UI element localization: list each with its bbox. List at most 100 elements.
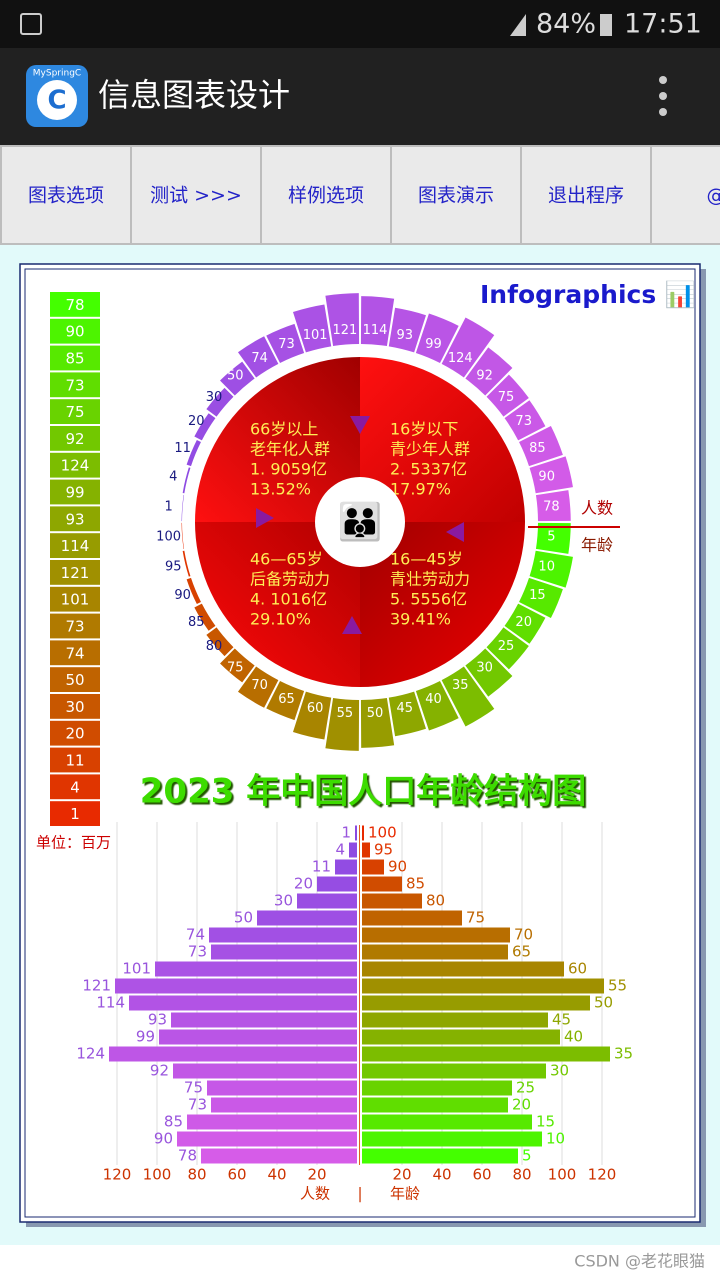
menu-button[interactable] [392, 147, 520, 243]
legend-swatch [50, 292, 100, 317]
legend-value: 20 [65, 725, 84, 743]
quadrant-group: 青壮劳动力 [390, 570, 470, 589]
app-title: 信息图表设计 [98, 76, 290, 114]
menu-button[interactable] [522, 147, 650, 243]
menu-label[interactable]: 测试 >>> [150, 185, 242, 207]
age-label: 80 [426, 892, 445, 910]
quadrant-ages: 66岁以上 [250, 420, 318, 439]
menu-label[interactable]: 图表演示 [418, 185, 494, 207]
count-ring-label: 11 [174, 441, 191, 456]
quadrant-share: 13.52% [250, 480, 311, 499]
count-label: 121 [82, 977, 111, 995]
count-ring-bar [415, 313, 459, 363]
pie-quadrant [360, 357, 525, 522]
overflow-menu[interactable] [659, 92, 667, 100]
x-tick-label: 80 [512, 1166, 531, 1184]
count-label: 75 [184, 1079, 203, 1097]
legend-value: 78 [65, 296, 84, 314]
count-ring-bar [388, 307, 426, 353]
count-ring-bar [237, 336, 279, 378]
count-ring-label: 50 [227, 369, 244, 384]
age-ring-bar [182, 550, 191, 577]
quadrant-share: 29.10% [250, 610, 311, 629]
legend-value: 30 [65, 698, 84, 716]
menu-button[interactable] [132, 147, 260, 243]
age-bar [362, 1029, 560, 1045]
chart-title: 2023 年中国人口年龄结构图 [140, 772, 586, 812]
pie-hub [315, 477, 405, 567]
legend-value: 114 [61, 537, 90, 555]
legend-swatch [50, 345, 100, 371]
x-tick-label: 20 [307, 1166, 326, 1184]
overflow-menu[interactable] [659, 76, 667, 84]
age-ring-label: 40 [425, 692, 442, 707]
age-label: 75 [466, 909, 485, 927]
menu: 图表选项 测试 >>> 样例选项 图表演示 退出程序 @ [2, 147, 720, 243]
count-bar [207, 1080, 357, 1096]
age-bar [362, 944, 508, 960]
count-bar [211, 944, 357, 960]
count-ring-bar [292, 304, 332, 353]
app-bar [0, 48, 720, 145]
count-label: 1 [341, 824, 351, 842]
menu-button[interactable] [652, 147, 720, 243]
age-ring-bar [529, 550, 573, 588]
age-bar [362, 978, 604, 994]
count-ring-label: 1 [164, 499, 172, 514]
age-ring-bar [441, 666, 495, 727]
legend-value: 74 [65, 644, 84, 662]
count-label: 114 [96, 994, 125, 1012]
age-bar [362, 825, 364, 841]
count-ring-bar [535, 490, 571, 522]
count-ring-bar [486, 374, 529, 417]
menu-button[interactable] [262, 147, 390, 243]
signal-icon [510, 14, 526, 36]
count-label: 4 [335, 841, 345, 859]
legend-value: 90 [65, 323, 84, 341]
age-label: 50 [594, 994, 613, 1012]
x-tick-label: 100 [143, 1166, 172, 1184]
count-ring-label: 121 [333, 323, 358, 338]
pie-pointer [350, 416, 370, 434]
age-ring-bar [266, 681, 305, 721]
age-label: 55 [608, 977, 627, 995]
legend-swatch [50, 318, 100, 344]
pie-quadrant [195, 522, 360, 687]
count-bar [201, 1148, 357, 1164]
count-bar [159, 1029, 357, 1045]
count-ring-bar [266, 323, 305, 363]
age-bar [362, 859, 384, 875]
age-ring-label: 70 [251, 678, 268, 693]
count-ring-bar [465, 347, 513, 396]
footer-bg [0, 1245, 720, 1280]
age-bar [362, 876, 402, 892]
age-ring-label: 60 [307, 701, 324, 716]
menu-label[interactable]: 退出程序 [548, 185, 624, 207]
count-bar [129, 995, 357, 1011]
age-bar [362, 1063, 546, 1079]
quadrant-population: 1. 9059亿 [250, 460, 327, 479]
age-bar [362, 1148, 518, 1164]
menu-label[interactable]: 样例选项 [288, 185, 364, 207]
watermark: CSDN @老花眼猫 [574, 1252, 705, 1271]
overflow-menu[interactable] [659, 108, 667, 116]
quadrant-group: 后备劳动力 [250, 570, 330, 589]
count-ring-label: 124 [448, 351, 473, 366]
age-ring-bar [206, 627, 234, 657]
quadrant-group: 青少年人群 [390, 440, 470, 459]
count-bar [171, 1012, 357, 1028]
menu-label[interactable]: 图表选项 [28, 185, 104, 207]
age-ring-bar [415, 681, 459, 731]
age-ring-label: 90 [174, 588, 191, 603]
menu-button[interactable] [2, 147, 130, 243]
legend-swatch [50, 479, 100, 505]
menu-label[interactable]: @ [707, 185, 720, 207]
x-tick-label: 120 [588, 1166, 617, 1184]
legend-swatch [50, 720, 100, 746]
legend-swatch [50, 640, 100, 666]
age-label: 90 [388, 858, 407, 876]
count-label: 11 [312, 858, 331, 876]
count-bar [109, 1046, 357, 1062]
count-ring-label: 114 [363, 323, 388, 338]
quadrant-population: 2. 5337亿 [390, 460, 467, 479]
